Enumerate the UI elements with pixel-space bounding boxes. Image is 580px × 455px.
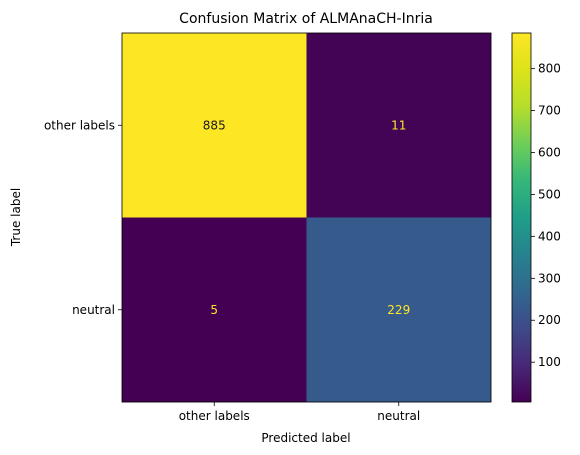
matrix-cell-labels: 885 11 5 229 bbox=[203, 118, 410, 317]
colorbar-ticks: 100 200 300 400 500 600 700 800 bbox=[531, 62, 561, 369]
y-tick-label: other labels bbox=[44, 118, 115, 132]
colorbar-tick-label: 800 bbox=[538, 62, 561, 76]
y-axis-label: True label bbox=[9, 188, 23, 247]
cell-value-label: 11 bbox=[391, 118, 406, 132]
colorbar-tick-label: 100 bbox=[538, 355, 561, 369]
chart-title: Confusion Matrix of ALMAnaCH-Inria bbox=[179, 11, 433, 27]
matrix-cell bbox=[122, 33, 307, 218]
cell-value-label: 229 bbox=[387, 303, 410, 317]
y-tick-label: neutral bbox=[72, 303, 115, 317]
colorbar-tick-label: 300 bbox=[538, 271, 561, 285]
cell-value-label: 5 bbox=[210, 303, 218, 317]
matrix-cell bbox=[306, 33, 492, 218]
colorbar-tick-label: 700 bbox=[538, 104, 561, 118]
y-axis-ticks: other labels neutral bbox=[44, 118, 122, 317]
cell-value-label: 885 bbox=[203, 118, 226, 132]
matrix-cell bbox=[122, 217, 307, 403]
x-axis-label: Predicted label bbox=[261, 431, 350, 445]
plot-frame bbox=[121, 32, 492, 403]
x-axis-ticks: other labels neutral bbox=[179, 402, 420, 423]
matrix-cells bbox=[122, 33, 492, 403]
matrix-cell bbox=[306, 217, 492, 403]
x-tick-label: neutral bbox=[377, 409, 420, 423]
colorbar-tick-label: 400 bbox=[538, 229, 561, 243]
colorbar bbox=[511, 32, 532, 403]
x-tick-label: other labels bbox=[179, 409, 250, 423]
colorbar-tick-label: 200 bbox=[538, 313, 561, 327]
colorbar-tick-label: 500 bbox=[538, 187, 561, 201]
colorbar-tick-label: 600 bbox=[538, 146, 561, 160]
